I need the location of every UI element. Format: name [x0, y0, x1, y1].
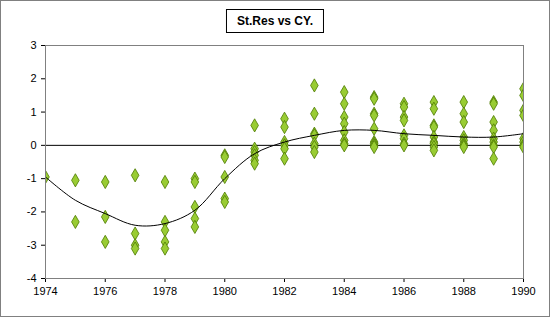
svg-text:-3: -3	[27, 239, 37, 251]
svg-text:1: 1	[30, 106, 36, 118]
svg-text:1974: 1974	[33, 285, 57, 297]
svg-text:1988: 1988	[452, 285, 476, 297]
html-text:St.Res vs CY.: St.Res vs CY.	[237, 14, 313, 28]
svg-text:2: 2	[30, 72, 36, 84]
svg-text:-2: -2	[27, 205, 37, 217]
svg-text:0: 0	[30, 139, 36, 151]
svg-text:1986: 1986	[392, 285, 416, 297]
svg-text:1990: 1990	[511, 285, 535, 297]
svg-text:1978: 1978	[153, 285, 177, 297]
svg-text:1976: 1976	[93, 285, 117, 297]
svg-text:-1: -1	[27, 172, 37, 184]
svg-text:1982: 1982	[272, 285, 296, 297]
svg-text:1984: 1984	[332, 285, 356, 297]
svg-text:3: 3	[30, 39, 36, 51]
svg-text:-4: -4	[27, 272, 37, 284]
svg-text:1980: 1980	[213, 285, 237, 297]
